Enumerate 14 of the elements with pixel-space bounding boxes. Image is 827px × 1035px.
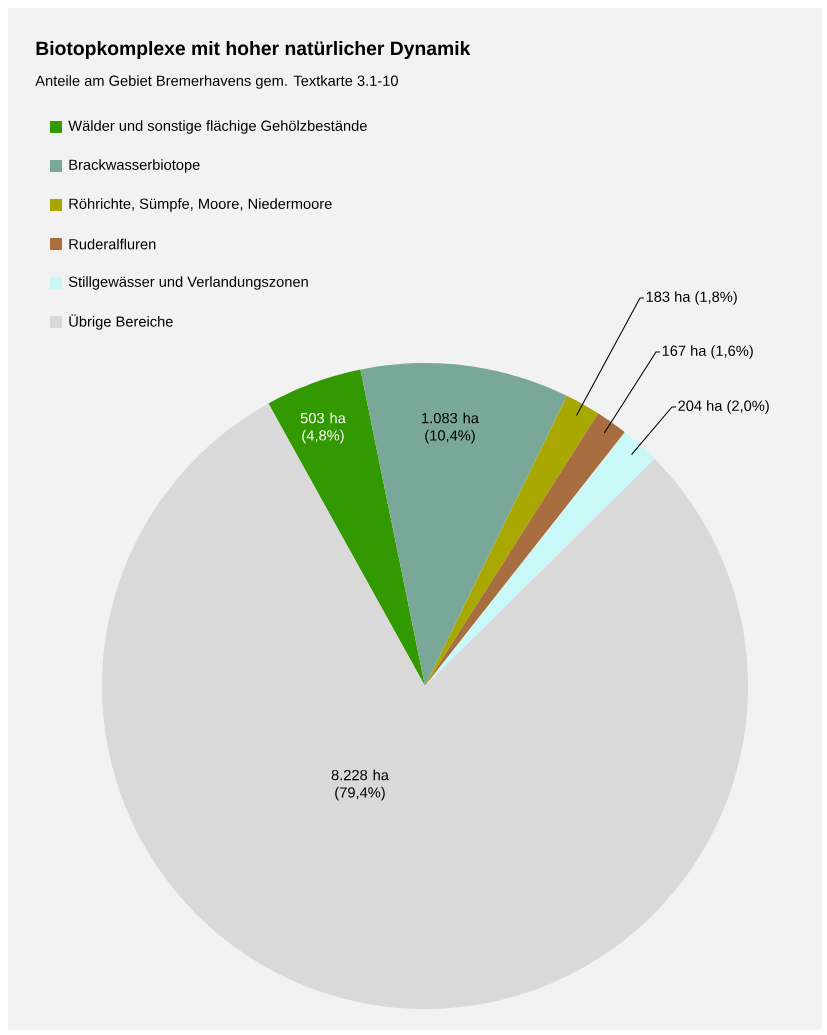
data-label: 167 ha (1,6%) (662, 345, 753, 359)
legend-label: Ruderalfluren (69, 238, 156, 250)
data-label: 204 ha (2,0%) (678, 400, 769, 414)
chart-subtitle: Anteile am Gebiet Bremerhavens gem. Textkarte 3.1-10 (35, 75, 398, 89)
legend-label: Röhrichte, Sümpfe, Moore, Niedermoore (69, 198, 332, 212)
legend-label: Übrige Bereiche (69, 314, 173, 330)
chart-title: Biotopkomplexe mit hoher natürlicher Dynamik (36, 40, 471, 60)
data-label: 8.228 ha (79,4%) (331, 769, 389, 801)
data-label: 503 ha (4,8%) (300, 412, 346, 444)
legend-label: Wälder und sonstige flächige Gehölzbestände (68, 120, 367, 134)
legend-label: Stillgewässer und Verlandungszonen (68, 276, 308, 290)
data-label: 183 ha (1,8%) (646, 291, 737, 305)
data-label: 1.083 ha (10,4%) (422, 412, 479, 444)
legend-label: Brackwasserbiotope (69, 159, 200, 173)
